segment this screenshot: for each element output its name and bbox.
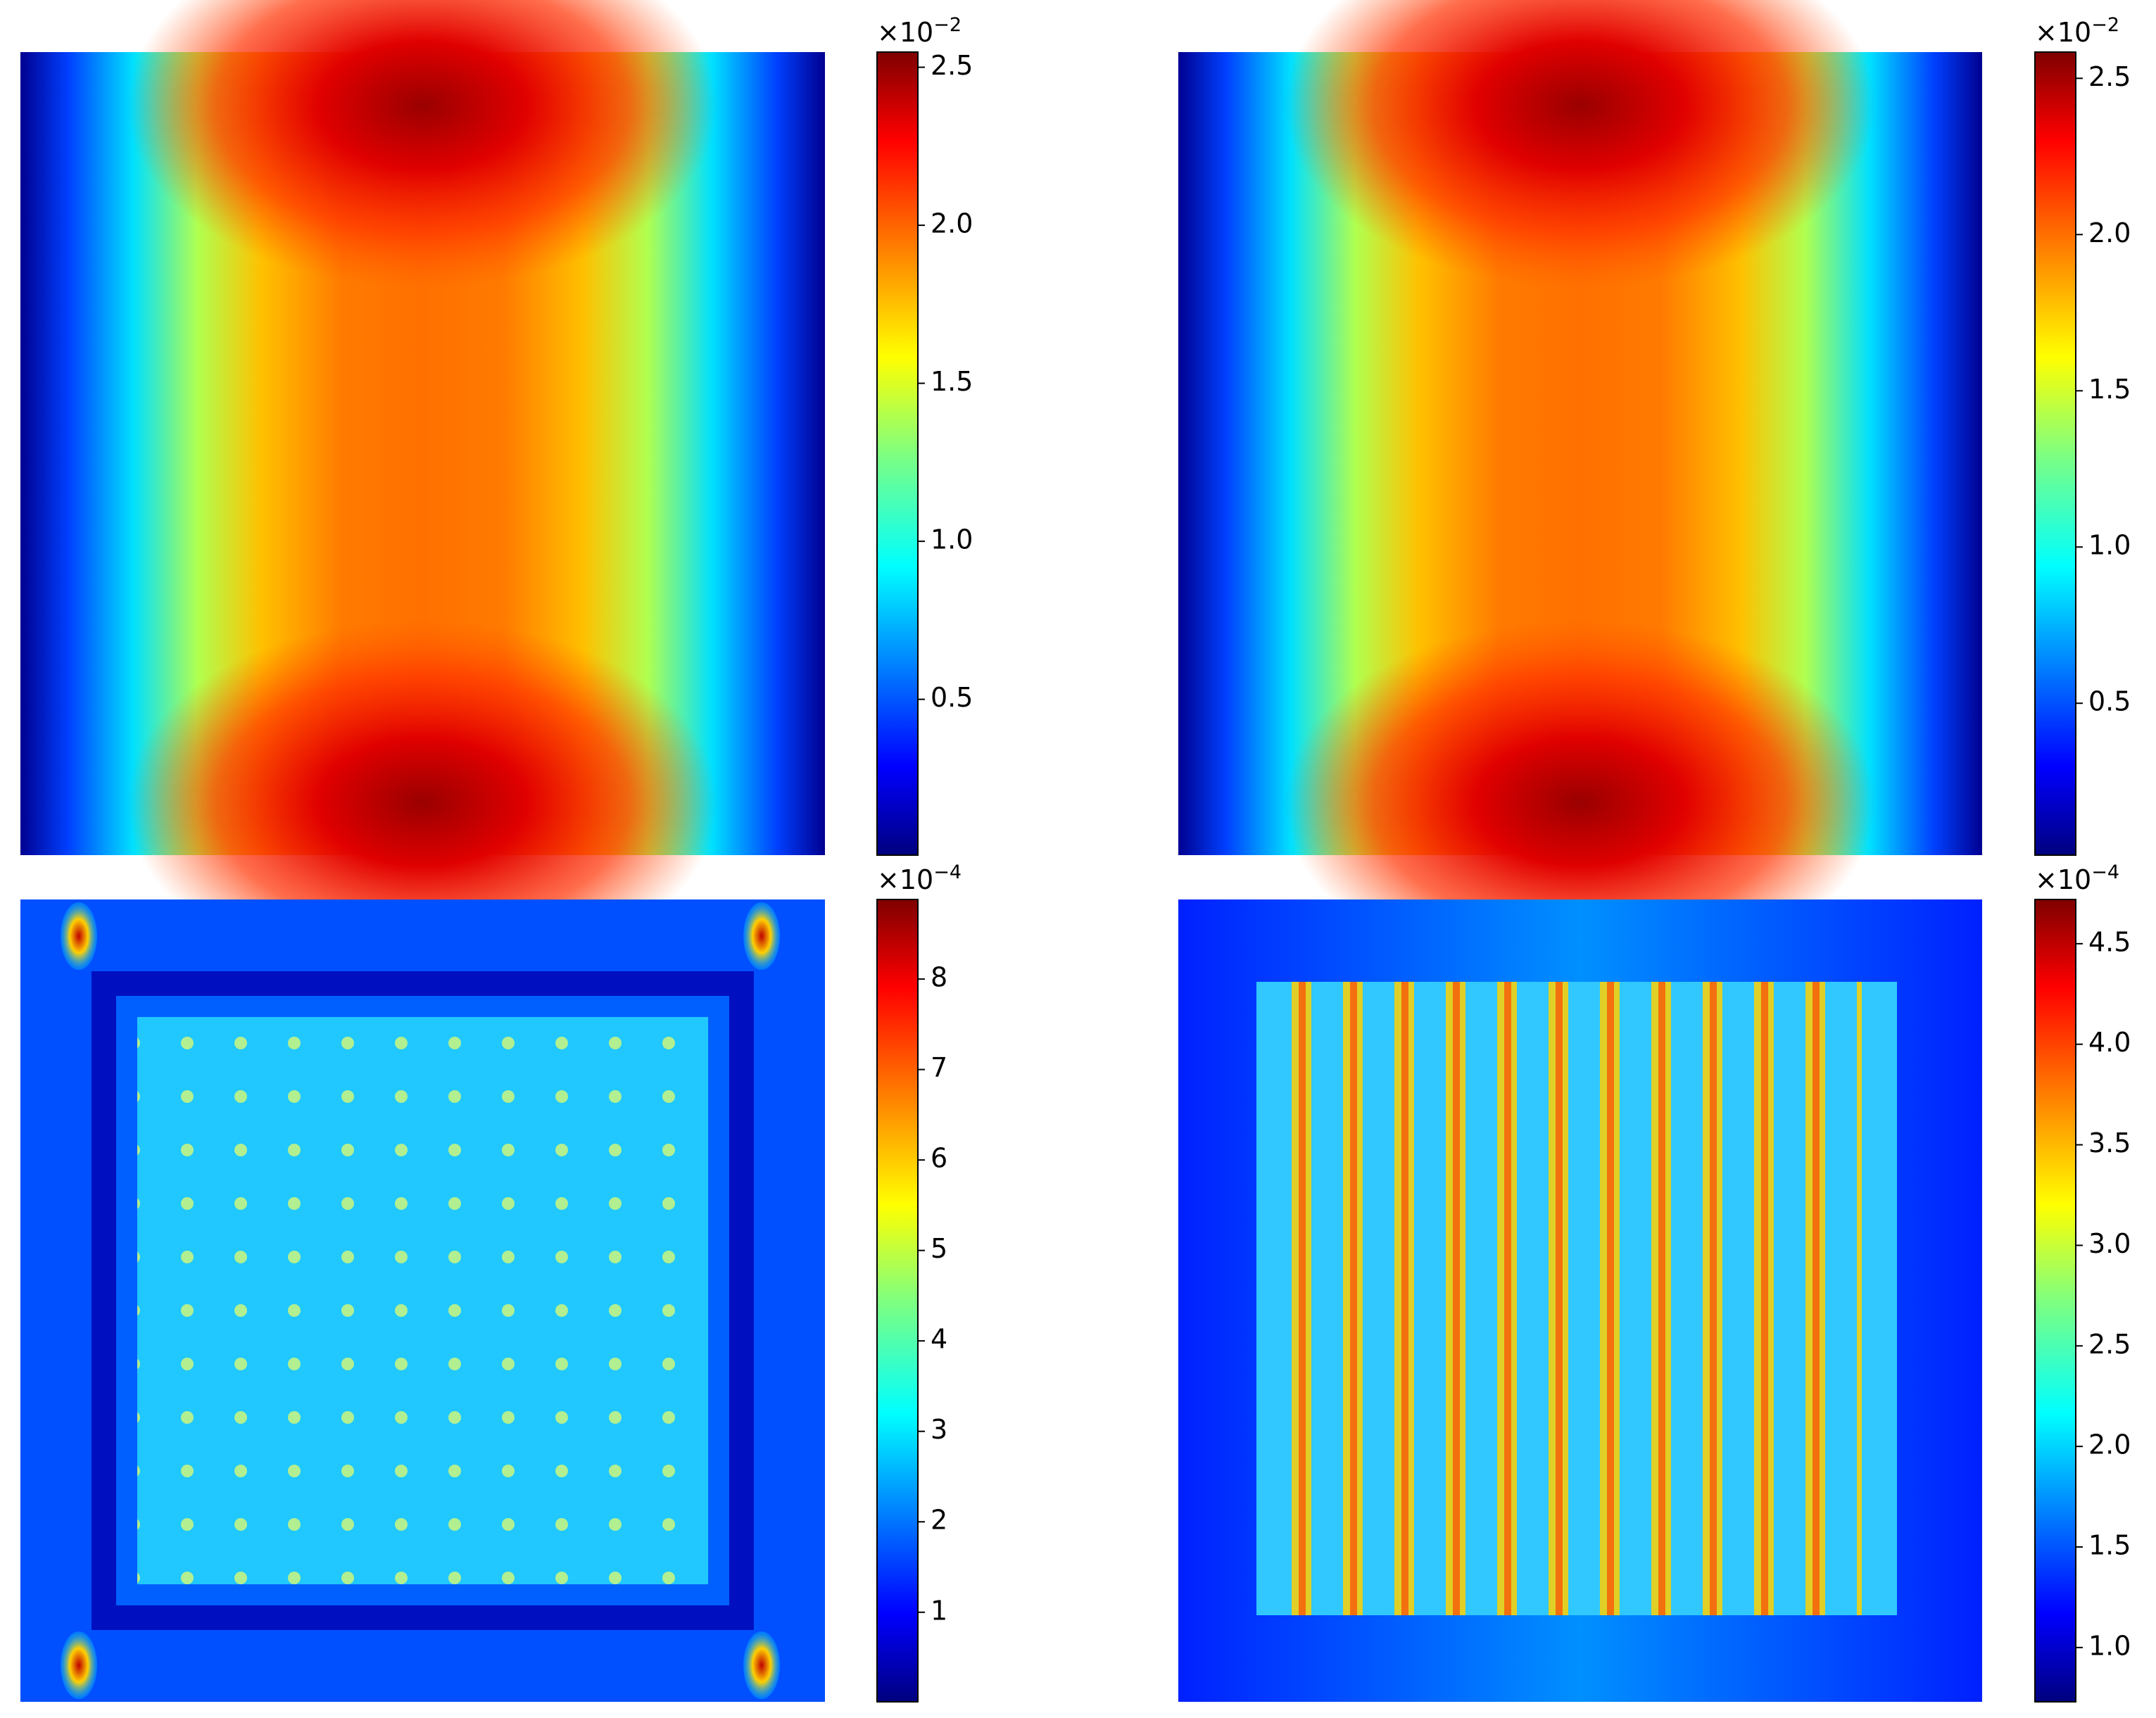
colorbar xyxy=(2034,899,2076,1703)
colorbar xyxy=(876,51,919,856)
colorbar-tick-label: 0.5 xyxy=(2088,686,2131,717)
offset-exponent: −2 xyxy=(933,14,962,36)
colorbar xyxy=(876,899,919,1703)
colorbar-tick-label: 4.5 xyxy=(2088,926,2131,957)
heatmap xyxy=(1178,899,1982,1702)
colorbar-tick-label: 3.5 xyxy=(2088,1128,2131,1158)
colorbar-tick-label: 2.0 xyxy=(2088,1429,2131,1460)
colorbar-tick-label: 2.5 xyxy=(2088,1329,2131,1360)
colorbar xyxy=(2034,51,2076,856)
colorbar-tick-label: 4 xyxy=(931,1324,947,1355)
colorbar-tick-label: 7 xyxy=(931,1052,947,1083)
offset-text: ×10−4 xyxy=(2035,861,2119,895)
colorbar-tick-label: 2 xyxy=(931,1505,947,1536)
offset-base: ×10 xyxy=(2035,17,2091,48)
colorbar-tick-label: 1.5 xyxy=(2088,1530,2131,1561)
offset-base: ×10 xyxy=(877,864,933,895)
colorbar-tick-label: 1.0 xyxy=(931,524,973,555)
colorbar-tick-label: 3 xyxy=(931,1414,947,1445)
heatmap xyxy=(1178,0,1982,985)
colorbar-tick-label: 8 xyxy=(931,962,947,993)
offset-exponent: −4 xyxy=(933,861,962,883)
heatmap xyxy=(20,899,825,1702)
colorbar-tick-label: 1 xyxy=(931,1595,947,1626)
offset-base: ×10 xyxy=(2035,864,2091,895)
colorbar-tick-label: 2.0 xyxy=(931,208,973,239)
offset-text: ×10−2 xyxy=(2035,14,2119,48)
offset-text: ×10−2 xyxy=(877,14,962,48)
colorbar-tick-label: 3.0 xyxy=(2088,1228,2131,1259)
colorbar-tick-label: 5 xyxy=(931,1233,947,1264)
colorbar-tick-label: 0.5 xyxy=(931,682,973,713)
colorbar-tick-label: 1.0 xyxy=(2088,530,2131,561)
offset-exponent: −2 xyxy=(2091,14,2119,36)
colorbar-tick-label: 2.5 xyxy=(2088,61,2131,92)
colorbar-tick-label: 1.5 xyxy=(2088,374,2131,405)
colorbar-tick-label: 6 xyxy=(931,1143,947,1174)
colorbar-tick-label: 1.5 xyxy=(931,366,973,397)
colorbar-tick-label: 4.0 xyxy=(2088,1027,2131,1058)
heatmap xyxy=(20,0,825,985)
colorbar-tick-label: 2.5 xyxy=(931,50,973,81)
offset-text: ×10−4 xyxy=(877,861,962,895)
colorbar-tick-label: 1.0 xyxy=(2088,1630,2131,1661)
colorbar-tick-label: 2.0 xyxy=(2088,217,2131,248)
offset-base: ×10 xyxy=(877,17,933,48)
offset-exponent: −4 xyxy=(2091,861,2119,883)
